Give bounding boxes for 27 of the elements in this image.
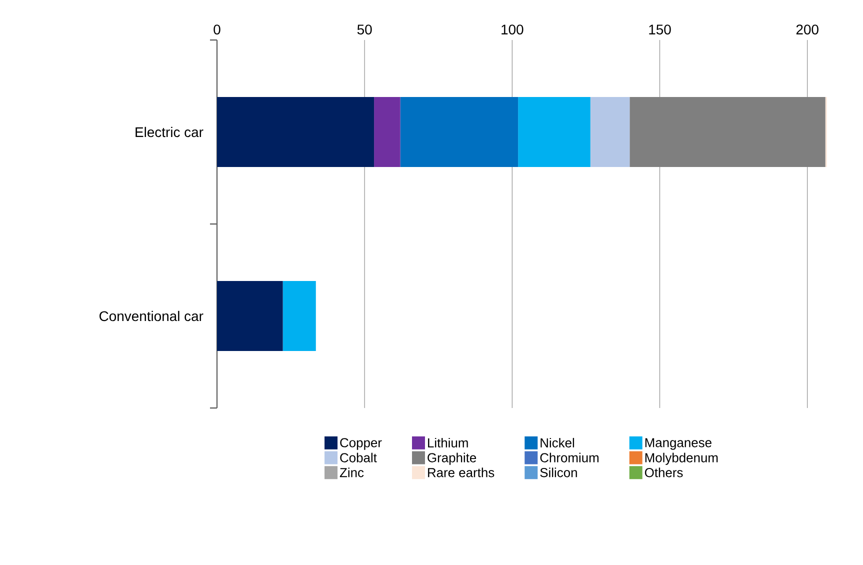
legend-label: Zinc bbox=[340, 468, 364, 478]
x-tick-label: 200 bbox=[796, 24, 818, 34]
x-tick-label: 100 bbox=[502, 24, 524, 34]
legend-label: Lithium bbox=[428, 438, 468, 448]
bar bbox=[217, 281, 283, 352]
legend-label: Silicon bbox=[540, 468, 577, 478]
x-tick-label: 0 bbox=[214, 24, 220, 34]
y-tick-label: Conventional car bbox=[100, 310, 204, 322]
bar bbox=[374, 97, 400, 167]
y-tick-label: Electric car bbox=[136, 126, 204, 138]
legend-label: Rare earths bbox=[428, 468, 494, 478]
legend-label: Nickel bbox=[540, 438, 574, 448]
x-tick-label: 150 bbox=[649, 24, 671, 34]
legend-label: Copper bbox=[340, 438, 382, 450]
bar bbox=[282, 281, 316, 352]
legend-label: Cobalt bbox=[340, 452, 377, 462]
legend-label: Manganese bbox=[645, 438, 712, 450]
bar bbox=[630, 97, 826, 167]
bar bbox=[518, 97, 590, 167]
legend-label: Graphite bbox=[428, 452, 476, 465]
legend-label: Chromium bbox=[540, 452, 598, 462]
legend-label: Molybdenum bbox=[645, 452, 718, 465]
bar bbox=[590, 97, 630, 167]
legend-label: Others bbox=[644, 468, 683, 478]
bar bbox=[217, 97, 374, 167]
x-tick-label: 50 bbox=[357, 24, 372, 34]
bar bbox=[400, 97, 518, 167]
